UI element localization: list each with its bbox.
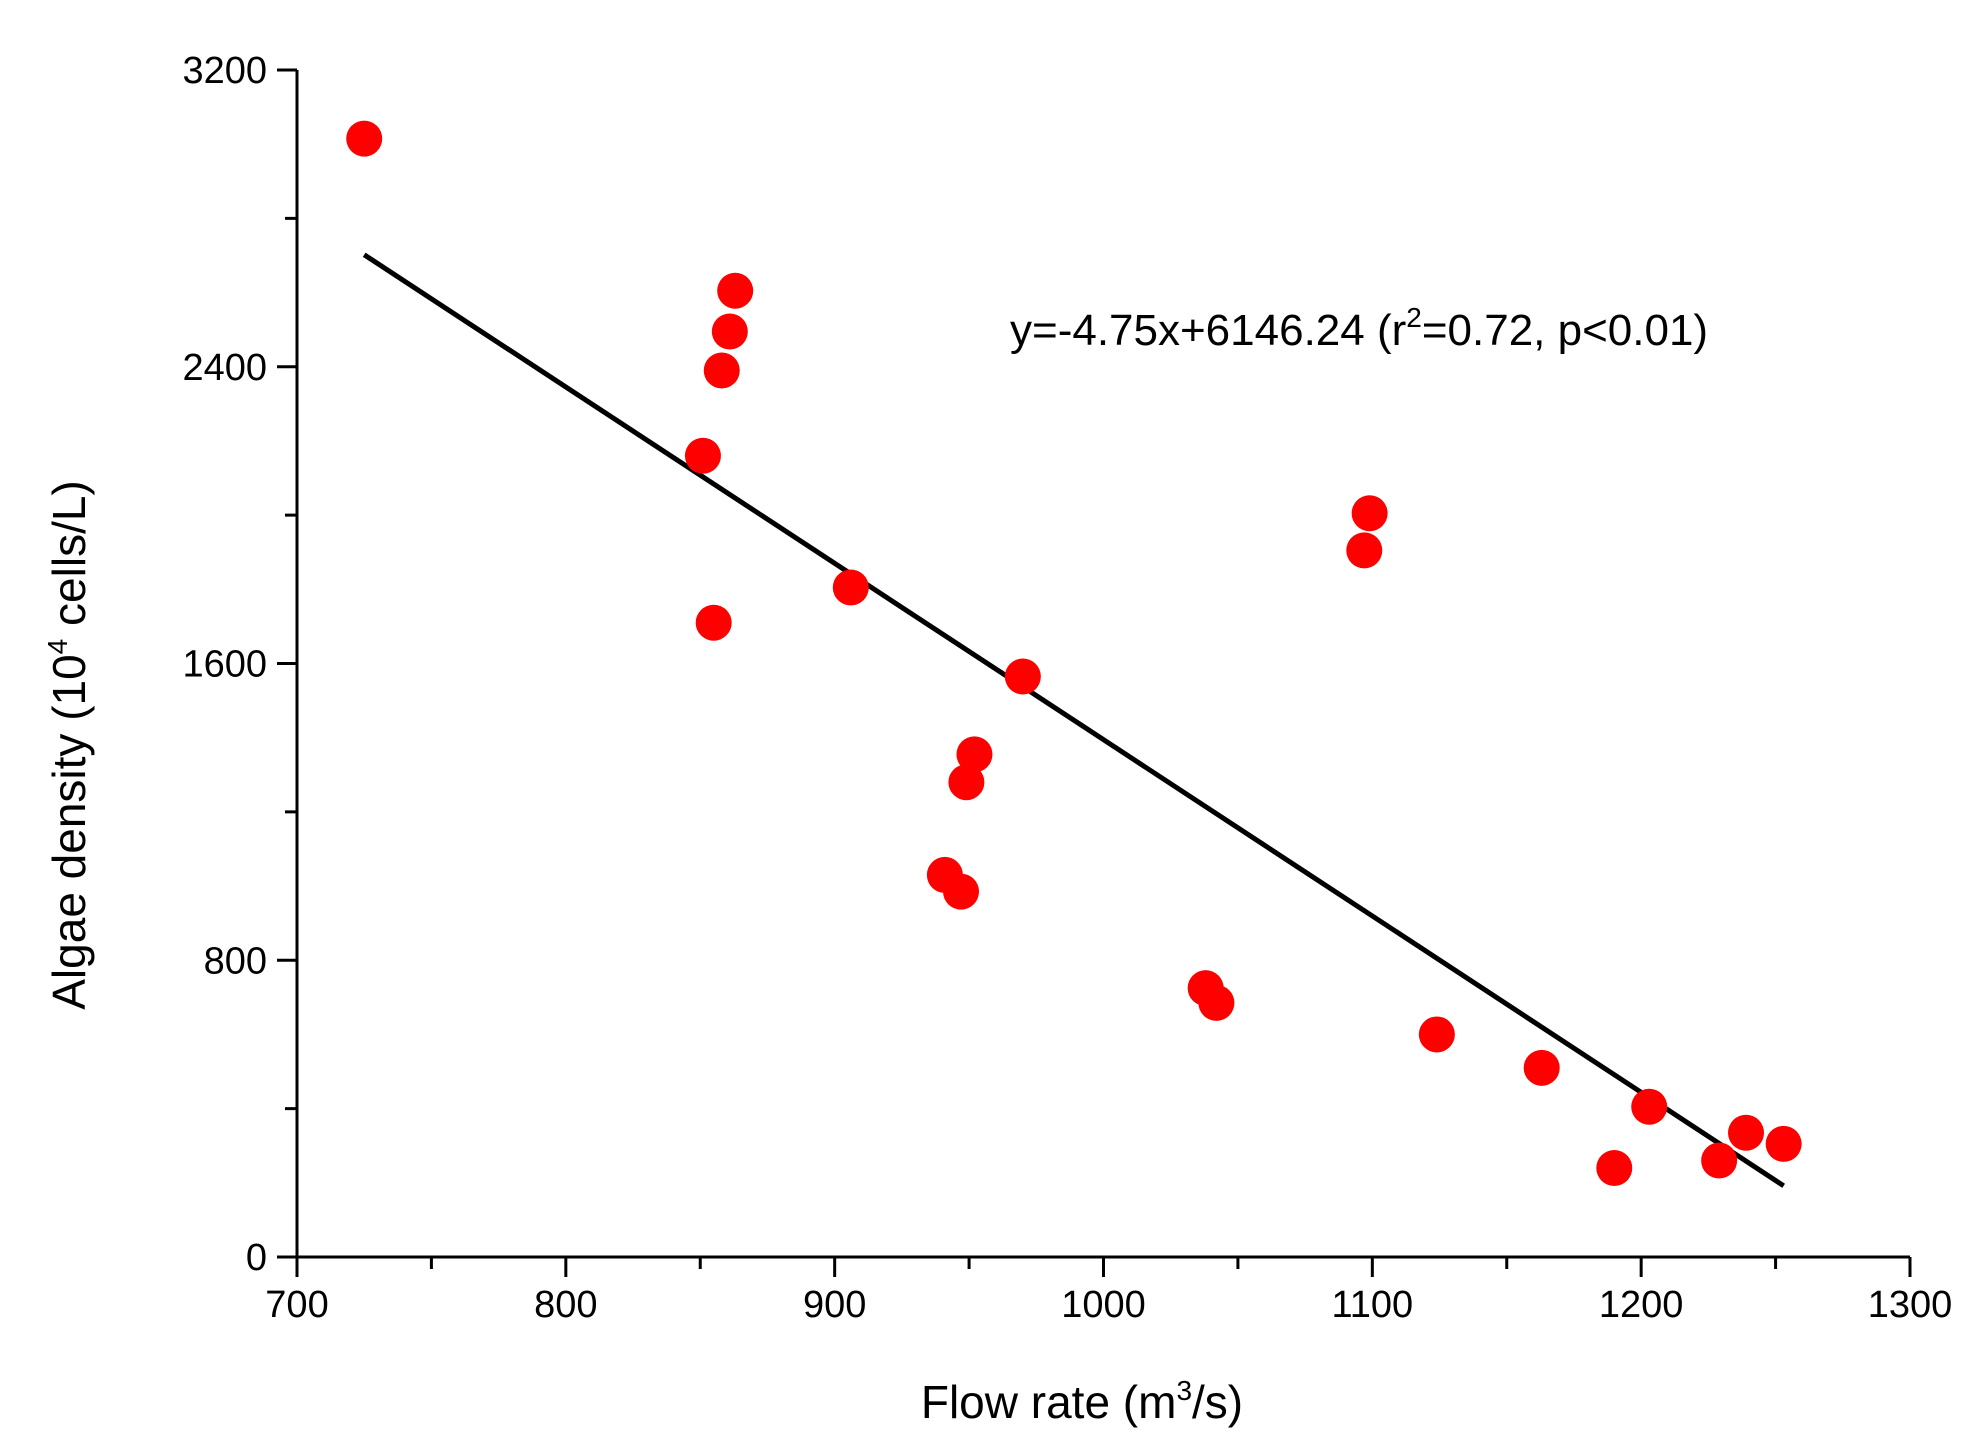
data-point: [1523, 1049, 1560, 1086]
data-point: [1596, 1149, 1633, 1186]
data-point: [711, 313, 748, 350]
data-point: [948, 764, 985, 801]
data-point: [1351, 495, 1388, 532]
data-point: [832, 569, 869, 606]
data-point: [1004, 658, 1041, 695]
regression-equation: y=-4.75x+6146.24 (r2=0.72, p<0.01): [1010, 302, 1708, 355]
x-tick-label: 1100: [1331, 1284, 1413, 1326]
data-point: [943, 873, 980, 910]
y-tick-label: 3200: [182, 50, 267, 92]
axes: 700 800 900 1000 1100 1200 1300 0 800 1600 2400 320…: [182, 50, 1952, 1326]
x-tick-label: 1200: [1599, 1284, 1684, 1326]
data-point: [695, 604, 732, 641]
x-tick-label: 900: [803, 1284, 866, 1326]
x-tick-label: 700: [265, 1284, 328, 1326]
regression-line-group: [362, 252, 1786, 1188]
x-tick-label: 1000: [1061, 1284, 1146, 1326]
data-point: [1418, 1016, 1455, 1053]
data-points: [346, 120, 1802, 1186]
data-point: [1701, 1142, 1738, 1179]
y-axis-title: Algae density (104 cells/L): [42, 480, 95, 1010]
data-point: [956, 736, 993, 773]
regression-line: [362, 252, 1786, 1188]
y-tick-label: 2400: [182, 347, 267, 389]
y-tick-label: 800: [204, 940, 267, 982]
data-point: [1198, 984, 1235, 1021]
data-point: [1346, 532, 1383, 569]
data-point: [703, 352, 740, 389]
data-point: [1765, 1125, 1802, 1162]
x-tick-label: 800: [534, 1284, 597, 1326]
data-point: [717, 272, 754, 309]
x-tick-label: 1300: [1868, 1284, 1953, 1326]
data-point: [1631, 1088, 1668, 1125]
data-point: [1728, 1114, 1765, 1151]
x-axis-title: Flow rate (m3/s): [921, 1375, 1243, 1428]
data-point: [346, 120, 383, 157]
y-tick-label: 0: [246, 1237, 267, 1279]
data-point: [684, 437, 721, 474]
y-tick-label: 1600: [182, 644, 267, 686]
